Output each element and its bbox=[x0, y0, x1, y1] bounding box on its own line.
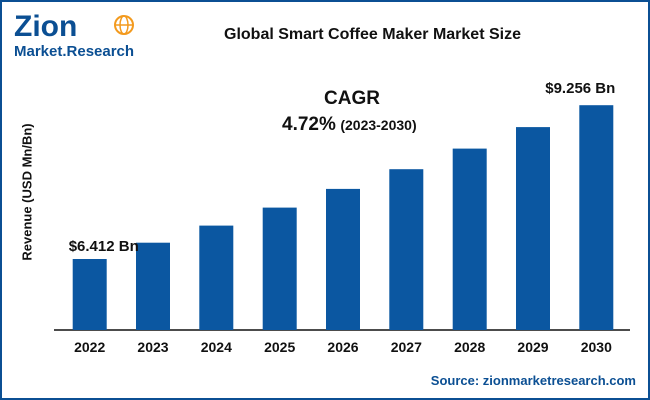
x-tick-label: 2027 bbox=[391, 339, 422, 355]
y-axis-label: Revenue (USD Mn/Bn) bbox=[19, 123, 35, 261]
x-tick-label: 2028 bbox=[454, 339, 485, 355]
x-tick-label: 2023 bbox=[137, 339, 168, 355]
globe-icon bbox=[114, 15, 134, 35]
cagr-value: 4.72% bbox=[282, 114, 336, 135]
bar-2024 bbox=[199, 225, 234, 330]
bar-2022 bbox=[72, 259, 107, 330]
bar-2030 bbox=[579, 105, 614, 330]
x-tick-label: 2025 bbox=[264, 339, 295, 355]
cagr-value-line: 4.72% (2023-2030) bbox=[282, 114, 417, 136]
brand-word: Zion bbox=[14, 10, 77, 43]
brand-logo: Zion Market.Research bbox=[12, 6, 162, 62]
bar-2025 bbox=[262, 207, 297, 330]
bar-2027 bbox=[389, 169, 424, 330]
cagr-period: (2023-2030) bbox=[340, 117, 417, 133]
bar-2029 bbox=[516, 127, 550, 330]
chart-title: Global Smart Coffee Maker Market Size bbox=[224, 26, 521, 43]
x-tick-label: 2026 bbox=[327, 339, 358, 355]
x-tick-label: 2029 bbox=[517, 339, 548, 355]
x-tick-label: 2030 bbox=[581, 339, 612, 355]
bar-2023 bbox=[136, 242, 170, 330]
source-note: Source: zionmarketresearch.com bbox=[430, 373, 636, 388]
data-label-first: $6.412 Bn bbox=[69, 238, 139, 255]
cagr-label: CAGR bbox=[324, 88, 380, 109]
bar-2026 bbox=[326, 188, 360, 330]
data-label-last: $9.256 Bn bbox=[545, 80, 615, 97]
bar-2028 bbox=[452, 148, 487, 330]
x-tick-label: 2024 bbox=[201, 339, 232, 355]
brand-subtitle: Market.Research bbox=[14, 43, 134, 60]
x-tick-label: 2022 bbox=[74, 339, 105, 355]
